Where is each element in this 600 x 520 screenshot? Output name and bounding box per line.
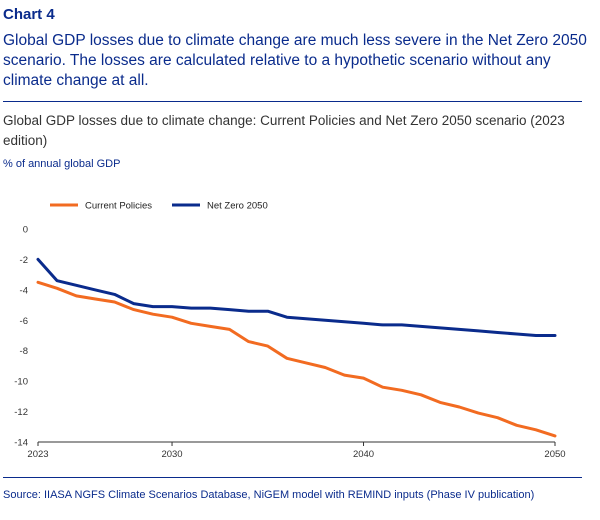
legend-label-net-zero-2050: Net Zero 2050	[207, 201, 268, 212]
y-tick-label: -4	[20, 285, 28, 296]
x-tick-label: 2030	[161, 449, 182, 460]
x-tick-label: 2050	[544, 449, 565, 460]
y-tick-label: -14	[14, 438, 28, 449]
chart-title: Global GDP losses due to climate change:…	[3, 113, 565, 148]
y-tick-label: -12	[14, 407, 28, 418]
x-tick-label: 2023	[27, 449, 48, 460]
series-lines	[36, 257, 557, 438]
y-tick-label: -8	[20, 346, 28, 357]
source-note: Source: IIASA NGFS Climate Scenarios Dat…	[3, 489, 535, 501]
legend-label-current-policies: Current Policies	[85, 201, 152, 212]
line-chart: Current Policies Net Zero 2050 0 -2 -4 -6 -8 -…	[14, 201, 565, 461]
top-divider	[3, 101, 582, 102]
x-tick-label: 2040	[353, 449, 374, 460]
chart-headline: Global GDP losses due to climate change …	[3, 32, 587, 89]
y-tick-label: -2	[20, 255, 28, 266]
chart-number-label: Chart 4	[3, 6, 55, 23]
y-tick-label: 0	[23, 225, 28, 236]
series-line-current-policies	[36, 280, 557, 438]
y-axis-unit-label: % of annual global GDP	[3, 158, 121, 170]
legend: Current Policies Net Zero 2050	[50, 201, 268, 212]
y-tick-label: -6	[20, 316, 28, 327]
series-line-net-zero-2050	[36, 257, 557, 337]
bottom-divider	[3, 477, 582, 478]
y-tick-label: -10	[14, 377, 28, 388]
